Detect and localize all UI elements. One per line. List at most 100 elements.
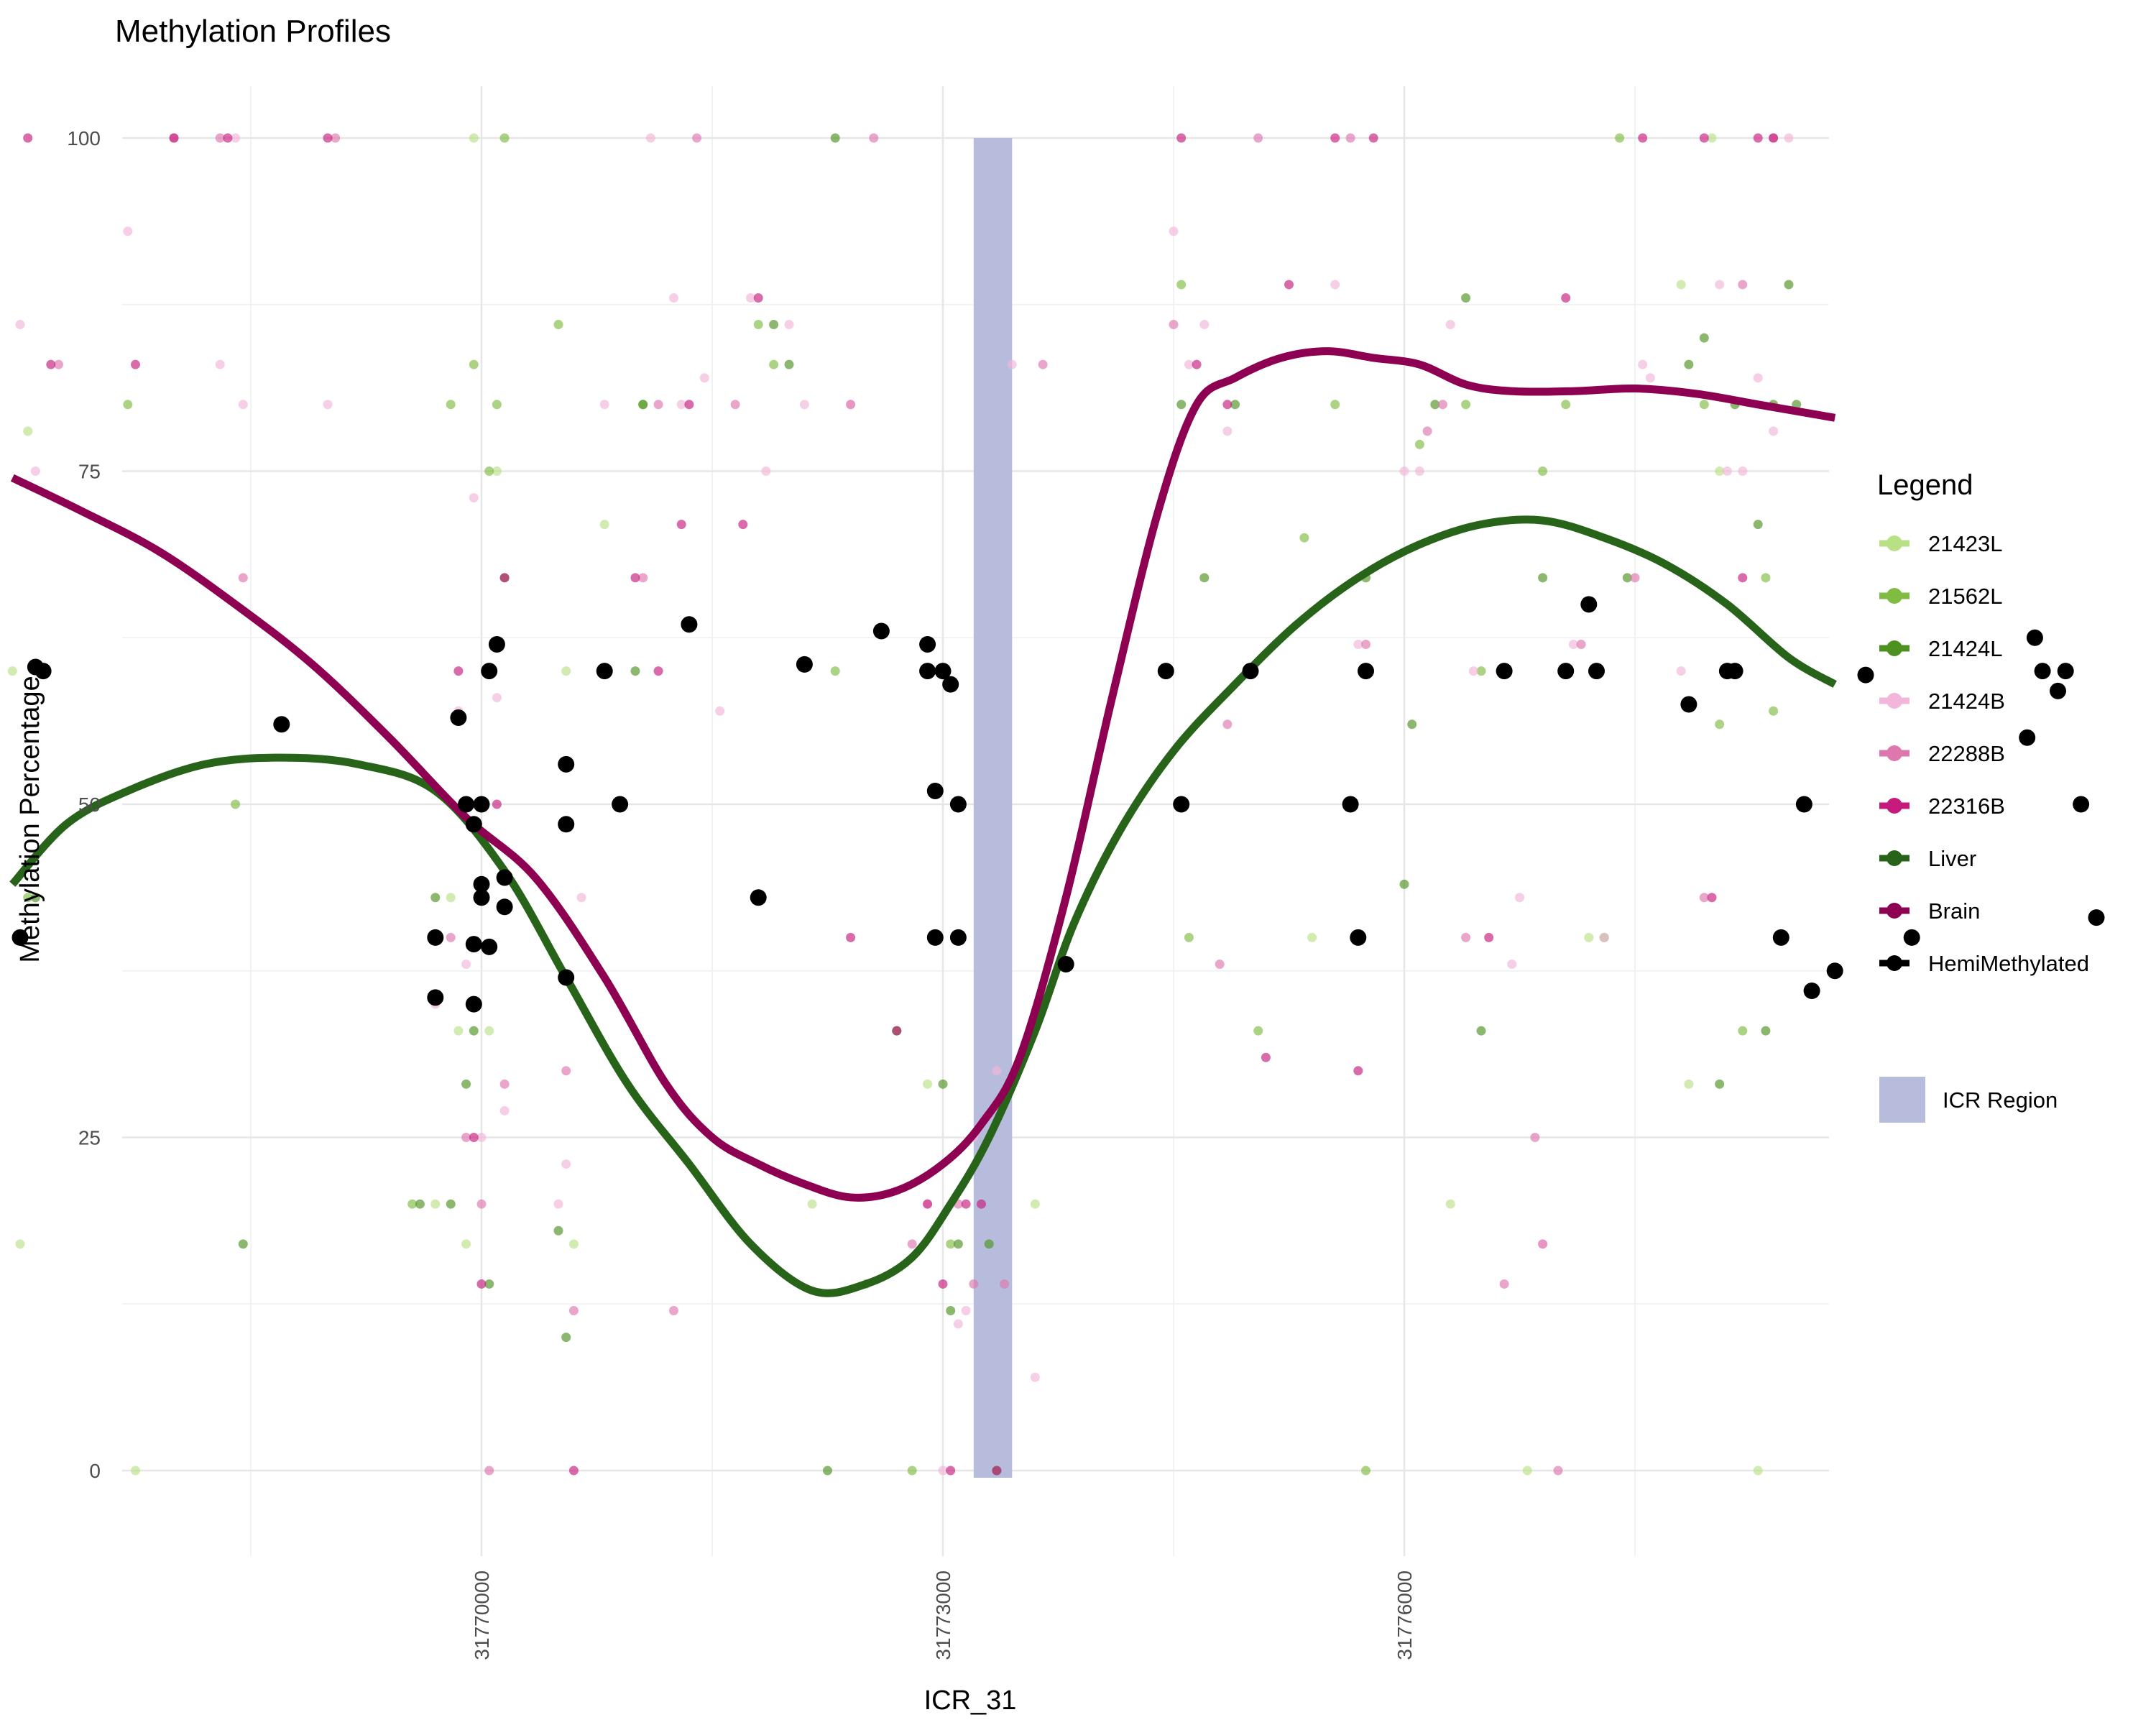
legend-label: Liver bbox=[1928, 846, 1976, 871]
hemimethylated-point bbox=[1680, 696, 1697, 713]
sample-point-22316B bbox=[1561, 293, 1571, 303]
sample-point-21424B bbox=[1468, 666, 1478, 676]
sample-point-21424B bbox=[1007, 359, 1017, 369]
legend-label: 21423L bbox=[1928, 531, 2002, 556]
sample-point-21423L bbox=[1307, 932, 1317, 942]
sample-point-21562L bbox=[769, 359, 779, 369]
sample-point-21424L bbox=[984, 1239, 994, 1249]
sample-point-22288B bbox=[561, 1066, 571, 1076]
sample-point-21424B bbox=[1568, 640, 1578, 650]
sample-point-21424L bbox=[769, 320, 779, 330]
sample-point-22288B bbox=[1038, 359, 1048, 369]
sample-point-21424L bbox=[1230, 400, 1240, 410]
sample-point-21424B bbox=[938, 1466, 948, 1476]
hemimethylated-point bbox=[2034, 663, 2051, 680]
y-tick-label: 100 bbox=[67, 127, 101, 150]
hemimethylated-point bbox=[465, 995, 482, 1013]
hemimethylated-point bbox=[796, 656, 813, 673]
sample-point-22316B bbox=[923, 1199, 933, 1209]
sample-point-21424L bbox=[553, 1225, 563, 1236]
hemimethylated-point bbox=[465, 936, 482, 953]
sample-point-21424B bbox=[1399, 466, 1409, 476]
hemimethylated-point bbox=[34, 663, 52, 680]
sample-point-22316B bbox=[223, 133, 233, 143]
sample-point-22316B bbox=[1699, 133, 1709, 143]
sample-point-22316B bbox=[961, 1199, 971, 1209]
sample-point-21424B bbox=[1414, 466, 1424, 476]
sample-point-22316B bbox=[499, 573, 510, 583]
y-axis-ticks: 0 25 50 75 100 bbox=[67, 127, 101, 1482]
hemimethylated-point bbox=[473, 796, 490, 813]
sample-point-21423L bbox=[568, 1239, 579, 1249]
sample-point-22288B bbox=[1438, 400, 1447, 410]
sample-point-22316B bbox=[568, 1466, 579, 1476]
sample-point-21424B bbox=[576, 893, 586, 903]
sample-point-22288B bbox=[869, 133, 879, 143]
sample-point-21562L bbox=[469, 359, 479, 369]
sample-point-22316B bbox=[1769, 133, 1779, 143]
y-axis-title: Methylation Percentage bbox=[15, 676, 45, 962]
sample-point-21424B bbox=[676, 400, 686, 410]
hemimethylated-point bbox=[919, 663, 936, 680]
sample-point-21423L bbox=[1707, 133, 1717, 143]
legend-item-Liver: Liver bbox=[1879, 846, 1976, 871]
sample-point-22288B bbox=[1553, 1466, 1563, 1476]
sample-point-22316B bbox=[938, 1279, 948, 1289]
sample-point-21562L bbox=[23, 893, 33, 903]
sample-point-21424L bbox=[1622, 573, 1632, 583]
sample-point-21423L bbox=[1030, 1199, 1040, 1209]
hemimethylated-point bbox=[496, 898, 513, 916]
sample-point-22316B bbox=[1176, 133, 1187, 143]
sample-point-21424L bbox=[469, 1026, 479, 1036]
hemimethylated-point bbox=[1242, 663, 1259, 680]
hemimethylated-point bbox=[1557, 663, 1575, 680]
sample-point-21423L bbox=[492, 466, 502, 476]
legend-key-point bbox=[1886, 693, 1902, 709]
x-axis-ticks: 31770000 31773000 31776000 bbox=[471, 1570, 1416, 1660]
sample-point-22316B bbox=[23, 133, 33, 143]
hemimethylated-point bbox=[2050, 682, 2066, 699]
hemimethylated-point bbox=[427, 929, 444, 946]
hemimethylated-point bbox=[1588, 663, 1605, 680]
legend-key-point bbox=[1886, 588, 1902, 604]
sample-point-22288B bbox=[1499, 1279, 1509, 1289]
sample-point-21423L bbox=[453, 1026, 464, 1036]
sample-point-21424L bbox=[953, 1239, 963, 1249]
sample-point-21562L bbox=[1461, 400, 1471, 410]
hemimethylated-point bbox=[2073, 796, 2090, 813]
trend-line-brain bbox=[10, 347, 1836, 1202]
sample-point-21424B bbox=[1330, 280, 1340, 290]
sample-point-21424L bbox=[1199, 573, 1210, 583]
sample-point-21424B bbox=[469, 493, 479, 503]
sample-point-21424B bbox=[15, 320, 25, 330]
legend-item-HemiMethylated: HemiMethylated bbox=[1879, 951, 2089, 976]
legend-item-22288B: 22288B bbox=[1879, 741, 2005, 766]
sample-point-21562L bbox=[830, 666, 840, 676]
sample-point-21562L bbox=[1538, 466, 1548, 476]
sample-point-21424B bbox=[1769, 426, 1779, 436]
sample-point-21424B bbox=[215, 359, 225, 369]
legend-key-point bbox=[1886, 535, 1902, 551]
sample-point-22316B bbox=[1353, 1066, 1363, 1076]
sample-point-21424B bbox=[784, 320, 794, 330]
sample-point-21424B bbox=[1445, 320, 1455, 330]
sample-point-21424B bbox=[1753, 373, 1763, 383]
sample-point-22316B bbox=[1368, 133, 1378, 143]
sample-point-22288B bbox=[1538, 1239, 1548, 1249]
sample-point-22316B bbox=[676, 520, 686, 530]
sample-point-21562L bbox=[1738, 1026, 1748, 1036]
sample-point-22316B bbox=[169, 133, 179, 143]
x-axis-title: ICR_31 bbox=[924, 1685, 1017, 1716]
sample-point-22288B bbox=[1738, 280, 1748, 290]
sample-point-21424B bbox=[715, 706, 725, 716]
sample-point-22316B bbox=[892, 1026, 902, 1036]
legend-label: 21562L bbox=[1928, 584, 2002, 609]
sample-point-21424B bbox=[1645, 373, 1655, 383]
sample-point-22316B bbox=[630, 573, 640, 583]
sample-point-21424L bbox=[1699, 333, 1709, 343]
sample-point-21424L bbox=[1715, 1079, 1725, 1089]
sample-point-21562L bbox=[1299, 533, 1309, 543]
sample-point-21562L bbox=[123, 400, 133, 410]
sample-point-21562L bbox=[1715, 719, 1725, 730]
